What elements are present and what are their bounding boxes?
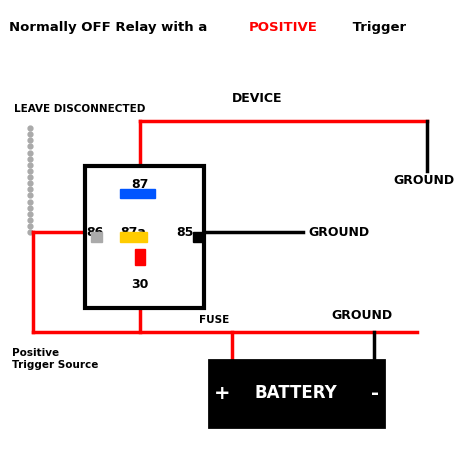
Text: DEVICE: DEVICE — [232, 92, 283, 105]
Text: 30: 30 — [131, 278, 148, 291]
Bar — [120, 232, 147, 242]
Text: 87: 87 — [131, 178, 148, 191]
Bar — [120, 189, 155, 198]
Text: LEAVE DISCONNECTED: LEAVE DISCONNECTED — [14, 104, 146, 114]
Text: 85: 85 — [176, 226, 193, 239]
Bar — [209, 360, 384, 427]
Text: GROUND: GROUND — [308, 226, 369, 239]
Text: BATTERY: BATTERY — [255, 384, 337, 402]
Text: POSITIVE: POSITIVE — [249, 21, 318, 34]
Text: 87a: 87a — [121, 226, 146, 239]
Bar — [85, 166, 204, 308]
Text: 86: 86 — [86, 226, 103, 239]
Text: GROUND: GROUND — [393, 173, 455, 187]
Bar — [193, 232, 204, 242]
Text: GROUND: GROUND — [332, 310, 393, 322]
Text: Positive
Trigger Source: Positive Trigger Source — [12, 348, 98, 370]
Text: -: - — [372, 384, 379, 403]
Text: Normally OFF Relay with a: Normally OFF Relay with a — [9, 21, 212, 34]
Text: +: + — [214, 384, 230, 403]
Text: FUSE: FUSE — [199, 315, 229, 325]
Text: Trigger: Trigger — [348, 21, 407, 34]
Bar — [91, 232, 102, 242]
Bar — [135, 249, 145, 265]
